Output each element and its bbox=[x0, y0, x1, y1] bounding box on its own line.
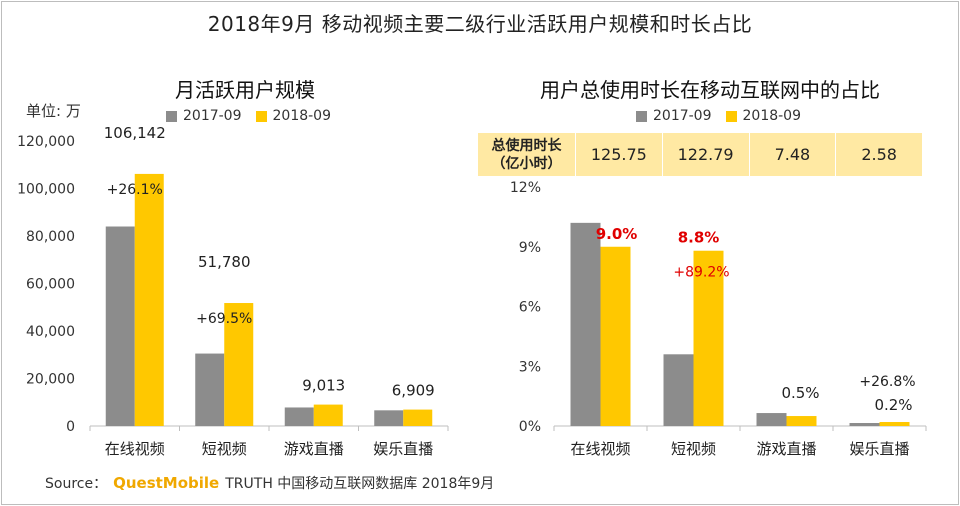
left-legend: 2017-09 2018-09 bbox=[166, 108, 331, 124]
left-y-unit: 单位: 万 bbox=[26, 102, 81, 120]
growth-label: +69.5% bbox=[196, 311, 252, 327]
data-label: 0.2% bbox=[874, 396, 912, 414]
y-tick-label: 60,000 bbox=[26, 277, 75, 293]
bar-2017-1 bbox=[663, 354, 694, 426]
legend-label-2017: 2017-09 bbox=[183, 108, 242, 124]
y-tick-label: 0% bbox=[519, 419, 541, 435]
legend-label-2017: 2017-09 bbox=[653, 108, 712, 124]
x-tick-label: 在线视频 bbox=[570, 440, 630, 458]
y-tick-label: 100,000 bbox=[17, 182, 75, 198]
y-tick-label: 80,000 bbox=[26, 229, 75, 245]
data-label: 8.8% bbox=[678, 229, 720, 247]
bar-2018-2 bbox=[313, 404, 343, 426]
right-chart-title: 用户总使用时长在移动互联网中的占比 bbox=[540, 78, 880, 102]
source-text: TRUTH 中国移动互联网数据库 2018年9月 bbox=[225, 476, 495, 492]
data-label: 6,909 bbox=[392, 382, 435, 400]
right-legend: 2017-09 2018-09 bbox=[636, 108, 801, 124]
source-label: Source： bbox=[45, 476, 108, 492]
bar-2018-1 bbox=[693, 250, 724, 426]
bar-2018-0 bbox=[600, 246, 631, 426]
bar-2018-3 bbox=[879, 422, 910, 426]
growth-label: +26.1% bbox=[107, 182, 163, 198]
duration-table-header: 总使用时长 （亿小时） bbox=[478, 133, 576, 176]
y-tick-label: 6% bbox=[519, 300, 541, 316]
data-label: 51,780 bbox=[198, 253, 251, 271]
bar-2018-2 bbox=[786, 416, 817, 426]
data-label: 9,013 bbox=[302, 377, 345, 395]
legend-label-2018: 2018-09 bbox=[742, 108, 802, 124]
bar-2018-3 bbox=[403, 409, 433, 426]
legend-item-2018: 2018-09 bbox=[255, 108, 332, 124]
bar-2017-2 bbox=[284, 407, 314, 426]
duration-value-entertainment-live: 2.58 bbox=[861, 145, 897, 164]
legend-label-2018: 2018-09 bbox=[272, 108, 332, 124]
data-label: 106,142 bbox=[104, 124, 166, 142]
bar-2017-3 bbox=[849, 423, 880, 426]
bar-2017-0 bbox=[570, 222, 601, 426]
duration-value-online-video: 125.75 bbox=[576, 133, 663, 176]
legend-swatch-2018 bbox=[255, 110, 267, 122]
y-tick-label: 40,000 bbox=[26, 324, 75, 340]
y-tick-label: 9% bbox=[519, 240, 541, 256]
bar-2017-2 bbox=[756, 413, 787, 426]
legend-swatch-2018 bbox=[725, 110, 737, 122]
y-tick-label: 20,000 bbox=[26, 372, 75, 388]
x-tick-label: 娱乐直播 bbox=[373, 440, 433, 458]
legend-swatch-2017 bbox=[636, 110, 647, 122]
source-line: Source： QuestMobile TRUTH 中国移动互联网数据库 201… bbox=[45, 473, 494, 493]
left-chart-title: 月活跃用户规模 bbox=[175, 78, 315, 102]
duration-header-line1: 总使用时长 bbox=[491, 137, 562, 154]
data-label: 0.5% bbox=[781, 384, 819, 402]
duration-value-short-video: 122.79 bbox=[663, 133, 750, 176]
y-tick-label: 0 bbox=[66, 419, 75, 435]
legend-item-2017: 2017-09 bbox=[166, 108, 242, 124]
duration-header-line2: （亿小时） bbox=[491, 155, 562, 172]
growth-label: +89.2% bbox=[673, 265, 729, 281]
legend-swatch-2017 bbox=[166, 110, 177, 122]
bar-2017-0 bbox=[105, 226, 135, 426]
x-tick-label: 短视频 bbox=[202, 440, 247, 458]
duration-table: 总使用时长 （亿小时） 125.75 122.79 7.48 2.58 bbox=[478, 133, 922, 176]
y-tick-label: 12% bbox=[510, 180, 541, 196]
duration-value-game-live: 7.48 bbox=[750, 133, 837, 176]
x-tick-label: 游戏直播 bbox=[284, 440, 344, 458]
bar-2017-3 bbox=[374, 410, 404, 426]
y-tick-label: 3% bbox=[519, 359, 541, 375]
x-tick-label: 娱乐直播 bbox=[849, 440, 909, 458]
y-tick-label: 120,000 bbox=[17, 134, 75, 150]
data-label: 9.0% bbox=[596, 225, 638, 243]
bar-2017-1 bbox=[195, 353, 225, 426]
legend-item-2017: 2017-09 bbox=[636, 108, 712, 124]
x-tick-label: 在线视频 bbox=[105, 440, 165, 458]
main-title: 2018年9月 移动视频主要二级行业活跃用户规模和时长占比 bbox=[207, 12, 753, 36]
x-tick-label: 游戏直播 bbox=[756, 440, 816, 458]
x-tick-label: 短视频 bbox=[671, 440, 716, 458]
bar-2018-1 bbox=[224, 303, 254, 426]
growth-label: +26.8% bbox=[859, 374, 915, 390]
bar-2018-0 bbox=[134, 173, 164, 426]
source-brand-logo: QuestMobile bbox=[113, 474, 220, 492]
legend-item-2018: 2018-09 bbox=[725, 108, 802, 124]
